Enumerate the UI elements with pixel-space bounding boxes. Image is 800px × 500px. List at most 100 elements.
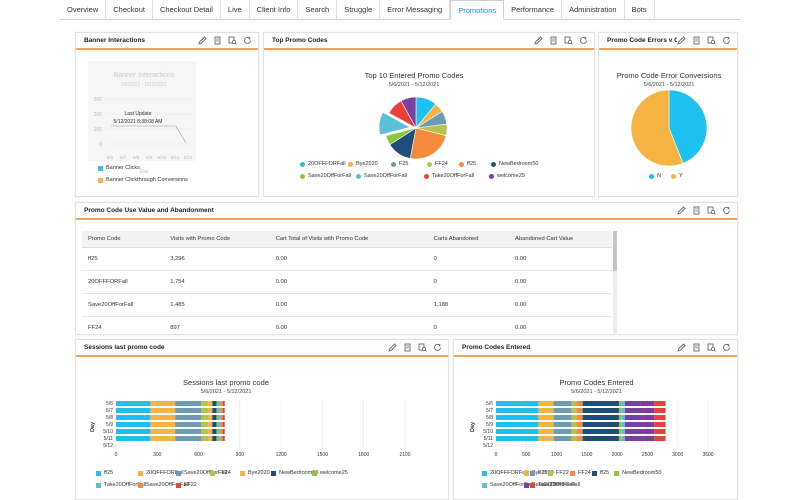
bar-segment-newbedroom50[interactable]: [618, 415, 622, 420]
bar-segment-take20offforfall[interactable]: [218, 436, 221, 441]
zoom-data-icon[interactable]: [228, 36, 237, 45]
bar-segment-ff22[interactable]: [222, 429, 225, 434]
bar-segment-ff25[interactable]: [116, 436, 151, 441]
bar-segment-bye2020[interactable]: [208, 436, 213, 441]
legend-item[interactable]: Save20OffForFall: [138, 482, 189, 488]
bar-segment-newbedroom50[interactable]: [618, 422, 622, 427]
bar-segment-take20offforfall[interactable]: [654, 429, 666, 434]
bar-segment-ff24[interactable]: [576, 408, 583, 413]
bar-segment-20offforfall[interactable]: [496, 408, 539, 413]
legend-item[interactable]: 20OFFFORFall: [138, 470, 184, 476]
bar-segment-ff24[interactable]: [201, 415, 209, 420]
bar-segment-welcome25[interactable]: [216, 436, 219, 441]
tab-error-messaging[interactable]: Error Messaging: [380, 0, 451, 20]
bar-segment-20offforfall[interactable]: [150, 401, 176, 406]
legend-item[interactable]: FF22: [548, 470, 569, 476]
bar-segment-ff25[interactable]: [582, 429, 619, 434]
table-container[interactable]: Promo Code Visits with Promo Code Cart Tot…: [82, 231, 612, 335]
bar-segment-ff25[interactable]: [116, 429, 151, 434]
export-icon[interactable]: [692, 36, 701, 45]
bar-segment-f25[interactable]: [553, 415, 572, 420]
tab-checkout-detail[interactable]: Checkout Detail: [153, 0, 221, 20]
bar-segment-ff24[interactable]: [201, 408, 209, 413]
column-header[interactable]: Cart Total of Visits with Promo Code: [269, 231, 428, 248]
pie-slice-save20offforfall[interactable]: [378, 111, 411, 136]
bar-segment-newbedroom50[interactable]: [212, 436, 217, 441]
legend-item[interactable]: Bye2020: [348, 161, 378, 167]
bar-segment-save20offforfall[interactable]: [625, 422, 655, 427]
bar-segment-ff24[interactable]: [201, 401, 209, 406]
bar-segment-welcome25[interactable]: [216, 422, 219, 427]
bar-segment-save20offforfall[interactable]: [625, 408, 655, 413]
edit-icon[interactable]: [677, 36, 686, 45]
bar-segment-save20offforfall[interactable]: [175, 429, 202, 434]
export-icon[interactable]: [213, 36, 222, 45]
zoom-data-icon[interactable]: [707, 36, 716, 45]
bar-segment-ff25[interactable]: [582, 422, 619, 427]
legend-item[interactable]: NewBedroom50: [614, 470, 661, 476]
bar-segment-ff24[interactable]: [576, 415, 583, 420]
pie-slice-y[interactable]: [630, 89, 684, 167]
bar-segment-ff22[interactable]: [571, 429, 577, 434]
bar-segment-save20offforfall[interactable]: [220, 408, 223, 413]
bar-segment-bye2020[interactable]: [538, 436, 554, 441]
legend-item[interactable]: F25: [391, 161, 408, 167]
edit-icon[interactable]: [677, 343, 686, 352]
legend-item[interactable]: welcome25: [312, 470, 348, 476]
bar-segment-ff22[interactable]: [571, 401, 577, 406]
refresh-icon[interactable]: [243, 36, 252, 45]
bar-segment-welcome25[interactable]: [216, 401, 219, 406]
bar-segment-take20offforfall[interactable]: [654, 415, 666, 420]
bar-segment-newbedroom50[interactable]: [212, 429, 217, 434]
legend-item[interactable]: ff25: [96, 470, 113, 476]
legend-item[interactable]: FF24: [570, 470, 591, 476]
scrollbar-thumb[interactable]: [613, 231, 617, 271]
legend-item[interactable]: Save20OffForFall: [176, 470, 227, 476]
legend-item[interactable]: F25: [530, 470, 547, 476]
bar-segment-ff24[interactable]: [576, 422, 583, 427]
refresh-icon[interactable]: [722, 36, 731, 45]
bar-segment-newbedroom50[interactable]: [212, 415, 217, 420]
edit-icon[interactable]: [388, 343, 397, 352]
column-header[interactable]: Visits with Promo Code: [164, 231, 270, 248]
bar-segment-bye2020[interactable]: [208, 401, 213, 406]
tab-search[interactable]: Search: [298, 0, 338, 20]
legend-item[interactable]: 20OFFFORFall: [482, 470, 528, 476]
legend-item[interactable]: Bye2020: [240, 470, 270, 476]
bar-segment-save20offforfall[interactable]: [621, 422, 626, 427]
bar-segment-ff24[interactable]: [201, 436, 209, 441]
bar-segment-ff25[interactable]: [116, 422, 151, 427]
edit-icon[interactable]: [198, 36, 207, 45]
bar-segment-take20offforfall[interactable]: [218, 401, 221, 406]
table-row[interactable]: 20OFFFORFall 1,754 0.00 0 0.00: [82, 270, 612, 294]
bar-segment-ff25[interactable]: [582, 415, 619, 420]
bar-segment-ff25[interactable]: [116, 408, 151, 413]
bar-segment-bye2020[interactable]: [208, 422, 213, 427]
bar-segment-20offforfall[interactable]: [496, 401, 539, 406]
bar-segment-save20offforfall[interactable]: [175, 422, 202, 427]
refresh-icon[interactable]: [722, 343, 731, 352]
bar-segment-bye2020[interactable]: [538, 401, 554, 406]
bar-segment-newbedroom50[interactable]: [618, 401, 622, 406]
legend-item[interactable]: Take20OffForFall: [424, 173, 474, 179]
bar-segment-take20offforfall[interactable]: [218, 422, 221, 427]
bar-segment-welcome25[interactable]: [216, 408, 219, 413]
bar-segment-f25[interactable]: [553, 429, 572, 434]
legend-item[interactable]: ff25: [592, 470, 609, 476]
bar-segment-ff24[interactable]: [201, 422, 209, 427]
column-header[interactable]: Abandoned Cart Value: [509, 231, 612, 248]
bar-segment-welcome25[interactable]: [216, 415, 219, 420]
legend-item[interactable]: N: [649, 173, 661, 179]
bar-segment-ff22[interactable]: [222, 415, 225, 420]
bar-segment-save20offforfall[interactable]: [625, 429, 655, 434]
tab-bots[interactable]: Bots: [625, 0, 655, 20]
legend-item[interactable]: 20OFFFORFall: [300, 161, 346, 167]
pie-slice-welcome25[interactable]: [400, 96, 417, 129]
bar-segment-ff25[interactable]: [582, 401, 619, 406]
column-header[interactable]: Carts Abandoned: [427, 231, 510, 248]
bar-segment-f25[interactable]: [553, 401, 572, 406]
bar-segment-bye2020[interactable]: [538, 429, 554, 434]
bar-segment-save20offforfall[interactable]: [220, 422, 223, 427]
bar-segment-bye2020[interactable]: [538, 415, 554, 420]
legend-item[interactable]: ff25: [459, 161, 476, 167]
